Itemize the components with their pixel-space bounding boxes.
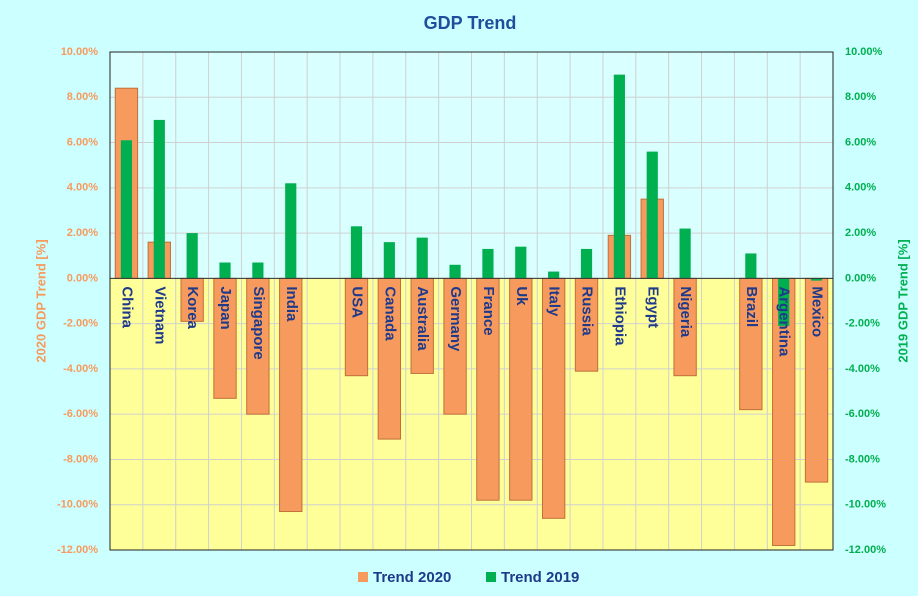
- bar: [186, 233, 198, 279]
- bar: [252, 262, 264, 279]
- bar: [350, 226, 363, 279]
- y-tick-label: -6.00%: [63, 408, 98, 420]
- y2-tick-label: -12.00%: [845, 544, 886, 556]
- y2-tick-label: 8.00%: [845, 91, 876, 103]
- y2-tick-label: 0.00%: [845, 272, 876, 284]
- y2-tick-label: -10.00%: [845, 499, 886, 511]
- bar: [153, 119, 165, 279]
- legend-swatch: [358, 572, 368, 582]
- legend-label: Trend 2019: [501, 569, 579, 586]
- y2-tick-label: -4.00%: [845, 363, 880, 375]
- x-tick-label: Japan: [217, 286, 234, 329]
- x-tick-label: Ethiopia: [611, 286, 628, 346]
- y2-tick-label: 10.00%: [845, 46, 883, 58]
- y-tick-label: 0.00%: [67, 272, 98, 284]
- x-tick-label: Egypt: [644, 286, 661, 328]
- bar: [613, 74, 625, 279]
- y-tick-label: 2.00%: [67, 227, 98, 239]
- x-tick-label: Russia: [579, 286, 596, 336]
- y-tick-label: 4.00%: [67, 182, 98, 194]
- bar: [548, 271, 560, 279]
- bar: [120, 140, 133, 279]
- bar: [646, 151, 658, 279]
- legend-label: Trend 2020: [373, 569, 451, 586]
- y2-tick-label: 6.00%: [845, 136, 876, 148]
- bar: [416, 237, 428, 279]
- y-tick-label: 10.00%: [61, 46, 99, 58]
- chart-title: GDP Trend: [424, 13, 517, 33]
- bar: [679, 228, 691, 279]
- x-tick-label: Vietnam: [151, 286, 168, 344]
- plot-border: [109, 51, 834, 551]
- x-tick-label: Korea: [184, 286, 201, 329]
- y2-tick-label: 2.00%: [845, 227, 876, 239]
- y-tick-label: -10.00%: [57, 499, 98, 511]
- y2-tick-label: -8.00%: [845, 453, 880, 465]
- y-tick-label: 6.00%: [67, 136, 98, 148]
- y-tick-label: 8.00%: [67, 91, 98, 103]
- x-tick-label: Canada: [381, 286, 398, 341]
- bar: [509, 277, 533, 501]
- x-tick-label: France: [480, 286, 497, 335]
- y2-tick-label: -2.00%: [845, 318, 880, 330]
- bar: [810, 278, 823, 281]
- bar: [482, 248, 494, 279]
- x-tick-label: Singapore: [250, 286, 267, 359]
- x-tick-label: Germany: [447, 286, 464, 352]
- x-tick-label: Mexico: [809, 286, 826, 337]
- x-tick-label: Nigeria: [677, 286, 694, 338]
- x-tick-label: Italy: [546, 286, 563, 317]
- bar: [745, 253, 757, 279]
- x-tick-label: Brazil: [743, 286, 760, 327]
- y-tick-label: -12.00%: [57, 544, 98, 556]
- y2-tick-label: -6.00%: [845, 408, 880, 420]
- y-tick-label: -4.00%: [63, 363, 98, 375]
- bar: [515, 246, 527, 279]
- y-axis-label: 2020 GDP Trend [%]: [33, 239, 48, 362]
- bar: [580, 248, 593, 279]
- x-tick-label: India: [283, 286, 300, 322]
- y2-axis-label: 2019 GDP Trend [%]: [895, 239, 910, 362]
- x-tick-label: China: [118, 286, 135, 328]
- bar: [449, 264, 461, 279]
- x-tick-label: USA: [349, 286, 366, 318]
- y-tick-label: -8.00%: [63, 453, 98, 465]
- bar: [383, 242, 395, 279]
- legend-swatch: [486, 572, 496, 582]
- bar: [219, 262, 231, 279]
- bar: [285, 183, 297, 279]
- y-tick-label: -2.00%: [63, 318, 98, 330]
- bar: [778, 278, 790, 326]
- y2-tick-label: 4.00%: [845, 182, 876, 194]
- x-tick-label: Argentina: [776, 286, 793, 357]
- x-tick-label: Uk: [513, 286, 530, 306]
- x-tick-label: Australia: [414, 286, 431, 351]
